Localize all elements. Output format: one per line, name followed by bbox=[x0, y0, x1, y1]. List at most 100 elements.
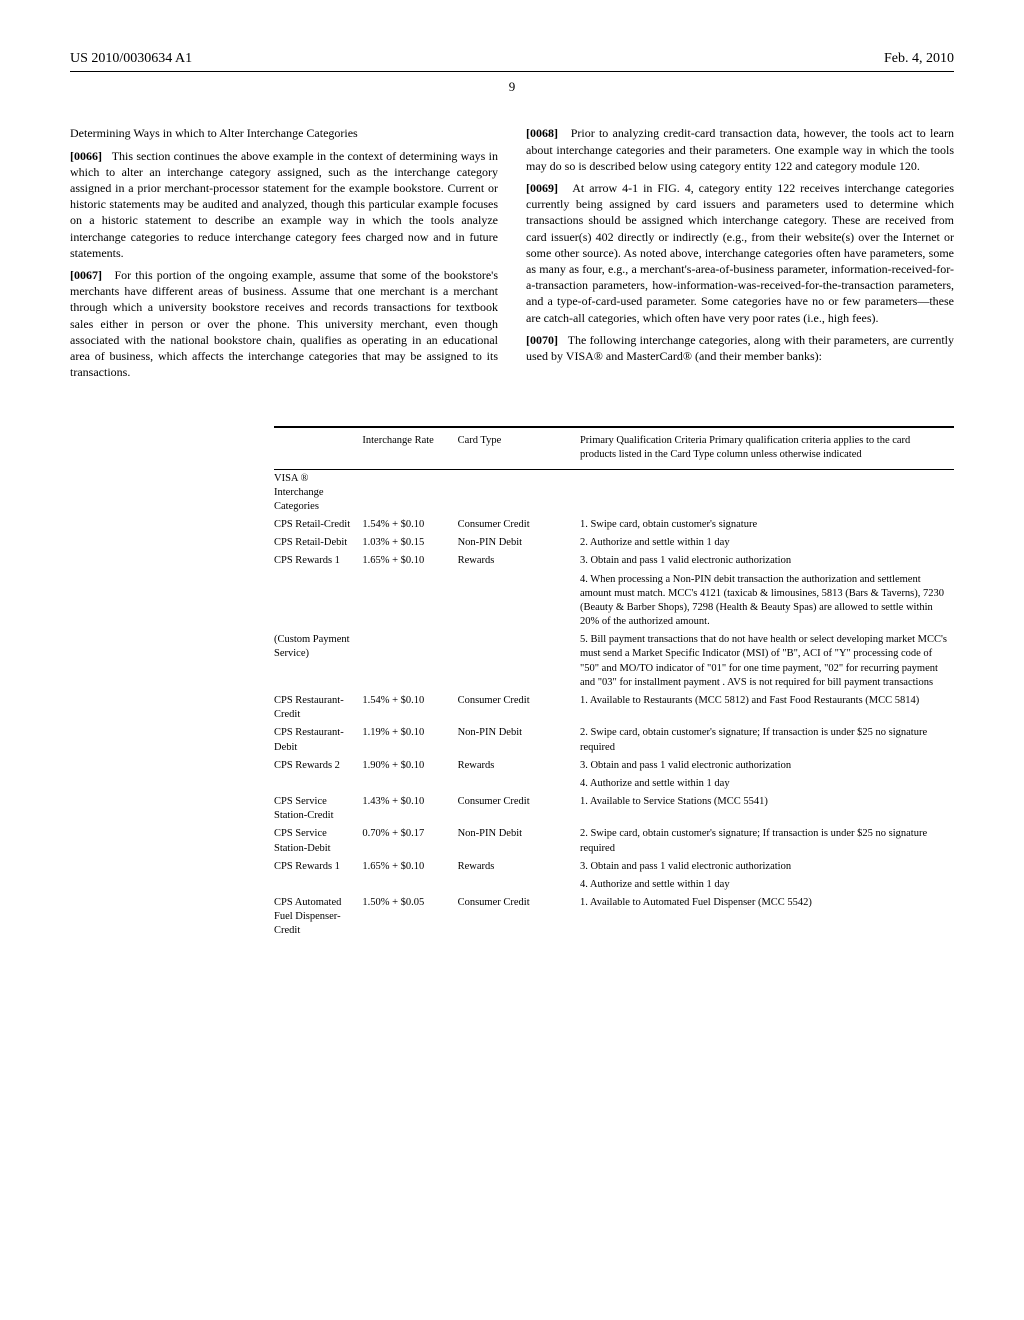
table-row: CPS Rewards 11.65% + $0.10Rewards3. Obta… bbox=[274, 552, 954, 570]
cell-category: CPS Rewards 1 bbox=[274, 552, 362, 570]
header-rate: Interchange Rate bbox=[362, 427, 457, 469]
cell-category: CPS Retail-Credit bbox=[274, 516, 362, 534]
cell-category: CPS Restaurant-Debit bbox=[274, 724, 362, 756]
cell-category: CPS Automated Fuel Dispenser-Credit bbox=[274, 894, 362, 941]
cell-card-type: Consumer Credit bbox=[458, 692, 580, 724]
cell-criteria: 5. Bill payment transactions that do not… bbox=[580, 631, 954, 692]
cell-rate: 1.43% + $0.10 bbox=[362, 793, 457, 825]
paragraph-text: At arrow 4-1 in FIG. 4, category entity … bbox=[526, 181, 954, 325]
cell-card-type: Rewards bbox=[458, 552, 580, 570]
cell-rate bbox=[362, 571, 457, 632]
cell-rate: 1.65% + $0.10 bbox=[362, 552, 457, 570]
table-row: CPS Automated Fuel Dispenser-Credit1.50%… bbox=[274, 894, 954, 941]
cell-rate: 1.54% + $0.10 bbox=[362, 516, 457, 534]
table-row: CPS Rewards 21.90% + $0.10Rewards3. Obta… bbox=[274, 757, 954, 775]
cell-card-type bbox=[458, 571, 580, 632]
cell-category: CPS Restaurant-Credit bbox=[274, 692, 362, 724]
cell-criteria: 2. Authorize and settle within 1 day bbox=[580, 534, 954, 552]
paragraph-70: [0070] The following interchange categor… bbox=[526, 332, 954, 364]
table-row: CPS Restaurant-Debit1.19% + $0.10Non-PIN… bbox=[274, 724, 954, 756]
cell-card-type: Consumer Credit bbox=[458, 793, 580, 825]
cell-category bbox=[274, 571, 362, 632]
text-columns: Determining Ways in which to Alter Inter… bbox=[70, 125, 954, 386]
cell-criteria: 2. Swipe card, obtain customer's signatu… bbox=[580, 724, 954, 756]
cell-criteria: 1. Available to Service Stations (MCC 55… bbox=[580, 793, 954, 825]
cell-criteria: 4. When processing a Non-PIN debit trans… bbox=[580, 571, 954, 632]
cell-rate: 1.03% + $0.15 bbox=[362, 534, 457, 552]
cell-category: (Custom Payment Service) bbox=[274, 631, 362, 692]
cell-card-type: Rewards bbox=[458, 858, 580, 876]
paragraph-number: [0069] bbox=[526, 181, 558, 195]
header-card-type: Card Type bbox=[458, 427, 580, 469]
paragraph-text: The following interchange categories, al… bbox=[526, 333, 954, 363]
right-column: [0068] Prior to analyzing credit-card tr… bbox=[526, 125, 954, 386]
header-criteria: Primary Qualification Criteria Primary q… bbox=[580, 427, 954, 469]
cell-rate: 1.65% + $0.10 bbox=[362, 858, 457, 876]
paragraph-number: [0070] bbox=[526, 333, 558, 347]
table-row: 4. When processing a Non-PIN debit trans… bbox=[274, 571, 954, 632]
cell-category: CPS Service Station-Debit bbox=[274, 825, 362, 857]
paragraph-text: This section continues the above example… bbox=[70, 149, 498, 260]
cell-rate bbox=[362, 631, 457, 692]
cell-card-type: Rewards bbox=[458, 757, 580, 775]
cell-rate: 0.70% + $0.17 bbox=[362, 825, 457, 857]
cell-card-type: Consumer Credit bbox=[458, 516, 580, 534]
paragraph-text: For this portion of the ongoing example,… bbox=[70, 268, 498, 379]
table-group-header: VISA ® Interchange Categories bbox=[274, 469, 954, 516]
cell-category: CPS Service Station-Credit bbox=[274, 793, 362, 825]
cell-criteria: 3. Obtain and pass 1 valid electronic au… bbox=[580, 552, 954, 570]
page-header: US 2010/0030634 A1 Feb. 4, 2010 bbox=[70, 50, 954, 72]
publication-date: Feb. 4, 2010 bbox=[884, 50, 954, 69]
cell-card-type: Non-PIN Debit bbox=[458, 724, 580, 756]
paragraph-68: [0068] Prior to analyzing credit-card tr… bbox=[526, 125, 954, 174]
cell-rate: 1.54% + $0.10 bbox=[362, 692, 457, 724]
table-row: 4. Authorize and settle within 1 day bbox=[274, 876, 954, 894]
interchange-table: Interchange Rate Card Type Primary Quali… bbox=[274, 426, 954, 940]
cell-rate: 1.50% + $0.05 bbox=[362, 894, 457, 941]
cell-card-type: Non-PIN Debit bbox=[458, 825, 580, 857]
visa-categories-heading: VISA ® Interchange Categories bbox=[274, 469, 362, 516]
table-row: CPS Service Station-Debit0.70% + $0.17No… bbox=[274, 825, 954, 857]
section-heading: Determining Ways in which to Alter Inter… bbox=[70, 125, 498, 141]
cell-criteria: 1. Available to Restaurants (MCC 5812) a… bbox=[580, 692, 954, 724]
cell-category bbox=[274, 876, 362, 894]
page-number: 9 bbox=[70, 78, 954, 96]
table-row: CPS Rewards 11.65% + $0.10Rewards3. Obta… bbox=[274, 858, 954, 876]
cell-criteria: 1. Swipe card, obtain customer's signatu… bbox=[580, 516, 954, 534]
paragraph-number: [0067] bbox=[70, 268, 102, 282]
cell-card-type bbox=[458, 876, 580, 894]
cell-criteria: 4. Authorize and settle within 1 day bbox=[580, 876, 954, 894]
cell-card-type: Consumer Credit bbox=[458, 894, 580, 941]
table-row: CPS Retail-Credit1.54% + $0.10Consumer C… bbox=[274, 516, 954, 534]
table-row: CPS Service Station-Credit1.43% + $0.10C… bbox=[274, 793, 954, 825]
paragraph-66: [0066] This section continues the above … bbox=[70, 148, 498, 261]
table-row: (Custom Payment Service) 5. Bill payment … bbox=[274, 631, 954, 692]
cell-rate bbox=[362, 775, 457, 793]
cell-card-type bbox=[458, 631, 580, 692]
paragraph-69: [0069] At arrow 4-1 in FIG. 4, category … bbox=[526, 180, 954, 326]
cell-category: CPS Rewards 2 bbox=[274, 757, 362, 775]
cell-rate: 1.19% + $0.10 bbox=[362, 724, 457, 756]
publication-number: US 2010/0030634 A1 bbox=[70, 50, 192, 69]
table-row: CPS Restaurant-Credit1.54% + $0.10Consum… bbox=[274, 692, 954, 724]
paragraph-67: [0067] For this portion of the ongoing e… bbox=[70, 267, 498, 380]
cell-criteria: 2. Swipe card, obtain customer's signatu… bbox=[580, 825, 954, 857]
cell-category bbox=[274, 775, 362, 793]
cell-category: CPS Rewards 1 bbox=[274, 858, 362, 876]
cell-card-type: Non-PIN Debit bbox=[458, 534, 580, 552]
paragraph-number: [0066] bbox=[70, 149, 102, 163]
table-row: 4. Authorize and settle within 1 day bbox=[274, 775, 954, 793]
paragraph-text: Prior to analyzing credit-card transacti… bbox=[526, 126, 954, 172]
cell-criteria: 3. Obtain and pass 1 valid electronic au… bbox=[580, 858, 954, 876]
cell-card-type bbox=[458, 775, 580, 793]
cell-criteria: 3. Obtain and pass 1 valid electronic au… bbox=[580, 757, 954, 775]
header-category bbox=[274, 427, 362, 469]
paragraph-number: [0068] bbox=[526, 126, 558, 140]
table-row: CPS Retail-Debit1.03% + $0.15Non-PIN Deb… bbox=[274, 534, 954, 552]
cell-rate: 1.90% + $0.10 bbox=[362, 757, 457, 775]
cell-criteria: 4. Authorize and settle within 1 day bbox=[580, 775, 954, 793]
left-column: Determining Ways in which to Alter Inter… bbox=[70, 125, 498, 386]
cell-criteria: 1. Available to Automated Fuel Dispenser… bbox=[580, 894, 954, 941]
cell-category: CPS Retail-Debit bbox=[274, 534, 362, 552]
table-header-row: Interchange Rate Card Type Primary Quali… bbox=[274, 427, 954, 469]
